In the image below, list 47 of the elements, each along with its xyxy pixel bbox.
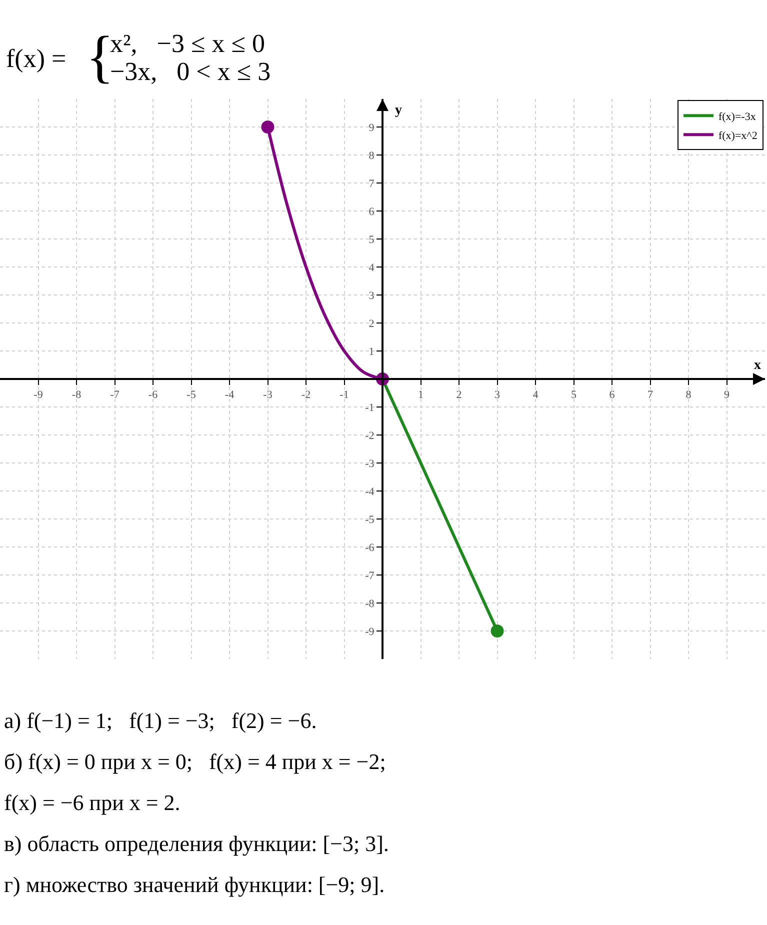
- x-tick-label: 2: [456, 389, 462, 402]
- x-tick-label: 8: [686, 389, 692, 402]
- y-tick-label: -7: [365, 570, 375, 582]
- y-tick-label: -3: [365, 458, 375, 470]
- legend-label: f(x)=x^2: [718, 130, 758, 142]
- y-tick-label: 6: [368, 206, 375, 218]
- x-tick-label: -5: [186, 389, 196, 402]
- x-tick-label: -2: [301, 389, 311, 402]
- point: [490, 624, 504, 638]
- x-tick-label: 1: [418, 389, 424, 402]
- legend-label: f(x)=-3x: [718, 110, 756, 123]
- y-tick-label: -1: [365, 402, 374, 414]
- x-tick-label: 9: [724, 389, 730, 402]
- y-tick-label: 5: [368, 234, 375, 246]
- y-tick-label: 8: [368, 150, 375, 162]
- x-tick-label: -7: [110, 389, 120, 402]
- x-tick-label: 6: [609, 389, 616, 402]
- x-axis-title: x: [754, 358, 761, 373]
- text: а) f(−1) = 1; f(1) = −3; f(2) = −6.: [4, 708, 317, 733]
- y-tick-label: -8: [365, 598, 375, 610]
- y-tick-label: 4: [368, 262, 375, 274]
- x-tick-label: 7: [648, 389, 654, 402]
- y-tick-label: -6: [365, 542, 375, 554]
- x-tick-label: 5: [571, 389, 577, 402]
- y-tick-label: 3: [368, 290, 375, 302]
- x-tick-label: -6: [148, 389, 158, 402]
- x-tick-label: -8: [72, 389, 82, 402]
- y-tick-label: 2: [368, 318, 374, 330]
- y-axis-title: y: [395, 103, 402, 118]
- y-tick-label: 9: [368, 122, 375, 134]
- x-tick-label: -4: [224, 389, 235, 402]
- y-tick-label: 1: [368, 346, 374, 358]
- y-tick-label: -4: [365, 486, 375, 498]
- text: f(x) = −6 при x = 2.: [4, 790, 180, 815]
- y-tick-label: -5: [365, 514, 375, 526]
- text: б) f(x) = 0 при x = 0; f(x) = 4 при x = −2;: [4, 749, 386, 774]
- x-tick-label: -1: [340, 389, 349, 402]
- y-tick-label: 7: [368, 178, 375, 190]
- x-tick-label: 4: [532, 389, 539, 402]
- text: в) область определения функции: [−3; 3].: [4, 831, 389, 856]
- x-tick-label: -9: [34, 389, 44, 402]
- text: г) множество значений функции: [−9; 9].: [4, 872, 385, 897]
- point: [261, 120, 274, 134]
- x-tick-label: 3: [494, 389, 500, 402]
- y-tick-label: -2: [365, 430, 374, 442]
- x-tick-label: -3: [263, 389, 273, 402]
- y-tick-label: -9: [365, 626, 375, 638]
